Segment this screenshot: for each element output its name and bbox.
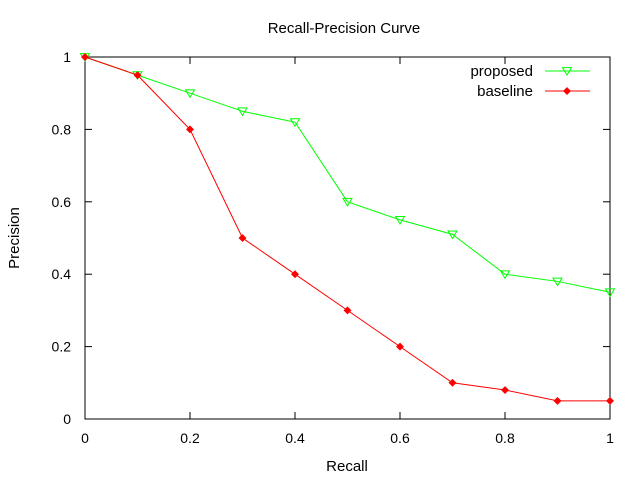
y-tick-label: 1 xyxy=(63,49,71,65)
proposed-point xyxy=(604,288,616,298)
legend-label-baseline: baseline xyxy=(477,83,533,100)
proposed-point xyxy=(289,118,301,128)
series-layer xyxy=(79,53,616,405)
series-proposed xyxy=(79,53,616,298)
baseline-point xyxy=(396,342,404,351)
baseline-point xyxy=(81,53,89,61)
baseline-point xyxy=(448,378,457,387)
legend: proposed baseline xyxy=(470,63,590,100)
baseline-point xyxy=(606,396,614,405)
series-baseline xyxy=(81,53,614,405)
y-axis: 0 0.2 0.4 0.6 0.8 1 xyxy=(52,49,610,427)
x-tick-label: 0.4 xyxy=(285,430,305,446)
legend-label-proposed: proposed xyxy=(470,63,533,80)
baseline-point xyxy=(291,270,299,279)
proposed-point xyxy=(552,277,563,287)
legend-marker-baseline xyxy=(563,87,571,95)
y-tick-label: 0.4 xyxy=(52,266,72,282)
legend-marker-proposed xyxy=(561,67,573,77)
baseline-point xyxy=(553,396,562,405)
x-tick-label: 0 xyxy=(81,430,89,446)
baseline-point xyxy=(501,386,509,395)
x-tick-label: 1 xyxy=(606,430,614,446)
plot-frame xyxy=(84,56,611,420)
y-tick-label: 0.8 xyxy=(52,121,72,137)
proposed-point xyxy=(447,230,458,240)
x-tick-label: 0.8 xyxy=(495,430,515,446)
baseline-point xyxy=(238,234,247,242)
proposed-line xyxy=(84,56,611,293)
baseline-point xyxy=(343,306,352,315)
proposed-point xyxy=(342,197,353,207)
baseline-point xyxy=(186,125,194,134)
x-axis: 0 0.2 0.4 0.6 0.8 1 xyxy=(81,57,614,446)
x-tick-label: 0.6 xyxy=(390,430,410,446)
proposed-point xyxy=(394,216,406,225)
y-tick-label: 0.6 xyxy=(52,194,72,210)
y-axis-label: Precision xyxy=(6,207,23,269)
baseline-line xyxy=(84,56,610,402)
x-axis-label: Recall xyxy=(326,458,368,475)
y-tick-label: 0.2 xyxy=(52,339,72,355)
y-tick-label: 0 xyxy=(63,411,71,427)
proposed-point xyxy=(499,270,511,280)
baseline-point xyxy=(133,71,142,80)
chart-title: Recall-Precision Curve xyxy=(268,20,421,37)
proposed-point xyxy=(237,107,248,117)
x-tick-label: 0.2 xyxy=(180,430,200,446)
proposed-point xyxy=(184,89,196,99)
